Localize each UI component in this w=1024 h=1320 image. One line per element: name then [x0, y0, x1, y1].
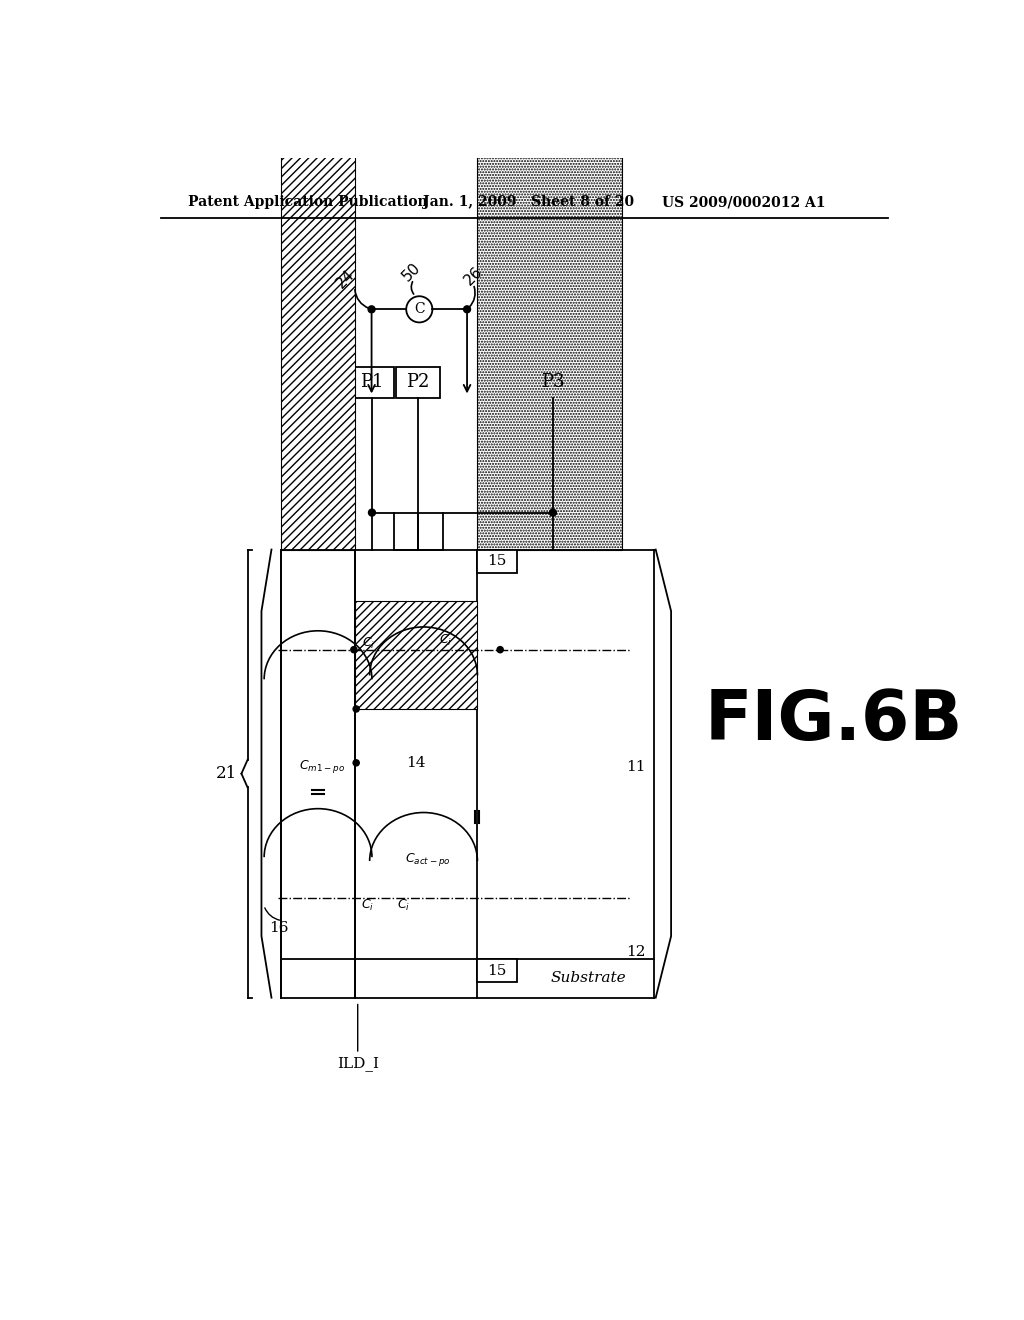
- Text: 50: 50: [399, 260, 424, 284]
- Text: Jan. 1, 2009   Sheet 8 of 20: Jan. 1, 2009 Sheet 8 of 20: [423, 195, 634, 210]
- Text: 24: 24: [333, 267, 357, 292]
- Circle shape: [369, 510, 376, 516]
- Bar: [354, 601, 477, 709]
- Text: 15: 15: [487, 554, 507, 568]
- Text: 26: 26: [461, 264, 485, 288]
- Text: $C_i$: $C_i$: [360, 898, 374, 913]
- Text: $C_i$: $C_i$: [397, 898, 410, 913]
- Bar: [477, 140, 622, 549]
- Text: $C_{act-po}$: $C_{act-po}$: [404, 850, 451, 867]
- Text: $C_{m1-po}$: $C_{m1-po}$: [299, 758, 345, 775]
- Text: P3: P3: [541, 374, 564, 392]
- Circle shape: [353, 760, 359, 766]
- Text: $C_i$: $C_i$: [362, 636, 376, 651]
- Text: 15: 15: [487, 964, 507, 978]
- Text: 16: 16: [268, 921, 288, 936]
- Circle shape: [353, 706, 359, 711]
- Text: US 2009/0002012 A1: US 2009/0002012 A1: [662, 195, 825, 210]
- Text: C: C: [414, 302, 425, 317]
- Circle shape: [550, 510, 556, 516]
- Text: 12: 12: [626, 945, 645, 958]
- Bar: [477, 549, 517, 573]
- Text: ILD_I: ILD_I: [337, 1056, 379, 1071]
- Text: 21: 21: [216, 766, 237, 783]
- Circle shape: [464, 306, 470, 313]
- Text: 11: 11: [626, 760, 645, 774]
- Text: 14: 14: [407, 756, 426, 770]
- Text: $C_i$: $C_i$: [438, 632, 452, 648]
- Circle shape: [368, 306, 375, 313]
- Circle shape: [351, 647, 357, 653]
- Bar: [282, 102, 354, 549]
- Bar: [396, 367, 440, 397]
- Text: P1: P1: [360, 374, 384, 392]
- Circle shape: [497, 647, 503, 653]
- Text: Patent Application Publication: Patent Application Publication: [188, 195, 428, 210]
- Text: P2: P2: [407, 374, 430, 392]
- Bar: [531, 367, 574, 397]
- Bar: [477, 960, 517, 982]
- Text: Substrate: Substrate: [551, 972, 627, 986]
- Text: FIG.6B: FIG.6B: [705, 686, 963, 754]
- Bar: [350, 367, 394, 397]
